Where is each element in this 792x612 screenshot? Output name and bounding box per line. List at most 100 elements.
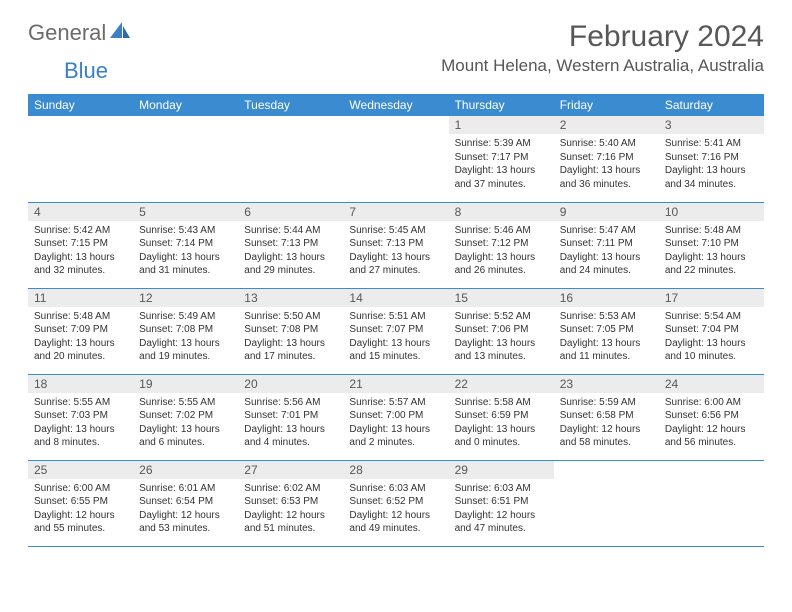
sunset-text: Sunset: 6:51 PM — [455, 495, 548, 509]
day-number: 27 — [238, 461, 343, 479]
day-number: 7 — [343, 203, 448, 221]
logo-text-general: General — [28, 20, 106, 46]
daylight-text: Daylight: 13 hours and 27 minutes. — [349, 251, 442, 278]
sunrise-text: Sunrise: 6:03 AM — [455, 482, 548, 496]
calendar-day-cell: 24Sunrise: 6:00 AMSunset: 6:56 PMDayligh… — [659, 374, 764, 460]
sunrise-text: Sunrise: 5:44 AM — [244, 224, 337, 238]
daylight-text: Daylight: 13 hours and 36 minutes. — [560, 164, 653, 191]
day-info: Sunrise: 6:00 AMSunset: 6:56 PMDaylight:… — [659, 393, 764, 454]
day-number: 20 — [238, 375, 343, 393]
logo-text-blue: Blue — [64, 58, 108, 83]
calendar-day-cell: 26Sunrise: 6:01 AMSunset: 6:54 PMDayligh… — [133, 460, 238, 546]
sunset-text: Sunset: 6:54 PM — [139, 495, 232, 509]
sunset-text: Sunset: 7:00 PM — [349, 409, 442, 423]
weekday-header: Friday — [554, 94, 659, 116]
sunrise-text: Sunrise: 6:03 AM — [349, 482, 442, 496]
weekday-header: Sunday — [28, 94, 133, 116]
sunset-text: Sunset: 7:10 PM — [665, 237, 758, 251]
sunset-text: Sunset: 7:13 PM — [244, 237, 337, 251]
sunrise-text: Sunrise: 5:58 AM — [455, 396, 548, 410]
daylight-text: Daylight: 13 hours and 31 minutes. — [139, 251, 232, 278]
sunrise-text: Sunrise: 5:42 AM — [34, 224, 127, 238]
title-block: February 2024 Mount Helena, Western Aust… — [441, 20, 764, 76]
calendar-day-cell: 13Sunrise: 5:50 AMSunset: 7:08 PMDayligh… — [238, 288, 343, 374]
weekday-header: Thursday — [449, 94, 554, 116]
sunset-text: Sunset: 7:08 PM — [244, 323, 337, 337]
sunrise-text: Sunrise: 5:56 AM — [244, 396, 337, 410]
calendar-day-cell: 27Sunrise: 6:02 AMSunset: 6:53 PMDayligh… — [238, 460, 343, 546]
day-number: 8 — [449, 203, 554, 221]
day-info: Sunrise: 5:48 AMSunset: 7:10 PMDaylight:… — [659, 221, 764, 282]
calendar-day-cell: 18Sunrise: 5:55 AMSunset: 7:03 PMDayligh… — [28, 374, 133, 460]
sunrise-text: Sunrise: 5:51 AM — [349, 310, 442, 324]
day-number: 17 — [659, 289, 764, 307]
calendar-day-cell: 8Sunrise: 5:46 AMSunset: 7:12 PMDaylight… — [449, 202, 554, 288]
day-number: 21 — [343, 375, 448, 393]
day-info: Sunrise: 5:55 AMSunset: 7:02 PMDaylight:… — [133, 393, 238, 454]
day-number: 22 — [449, 375, 554, 393]
calendar-day-cell: 17Sunrise: 5:54 AMSunset: 7:04 PMDayligh… — [659, 288, 764, 374]
sunrise-text: Sunrise: 5:49 AM — [139, 310, 232, 324]
day-number: 10 — [659, 203, 764, 221]
sunrise-text: Sunrise: 6:00 AM — [34, 482, 127, 496]
sunset-text: Sunset: 7:13 PM — [349, 237, 442, 251]
daylight-text: Daylight: 13 hours and 2 minutes. — [349, 423, 442, 450]
day-info: Sunrise: 5:57 AMSunset: 7:00 PMDaylight:… — [343, 393, 448, 454]
daylight-text: Daylight: 12 hours and 56 minutes. — [665, 423, 758, 450]
day-info: Sunrise: 5:41 AMSunset: 7:16 PMDaylight:… — [659, 134, 764, 195]
calendar-day-cell: 6Sunrise: 5:44 AMSunset: 7:13 PMDaylight… — [238, 202, 343, 288]
daylight-text: Daylight: 13 hours and 15 minutes. — [349, 337, 442, 364]
weekday-header: Saturday — [659, 94, 764, 116]
sunset-text: Sunset: 7:17 PM — [455, 151, 548, 165]
sunset-text: Sunset: 6:56 PM — [665, 409, 758, 423]
day-info: Sunrise: 5:46 AMSunset: 7:12 PMDaylight:… — [449, 221, 554, 282]
sunset-text: Sunset: 6:59 PM — [455, 409, 548, 423]
day-info: Sunrise: 5:44 AMSunset: 7:13 PMDaylight:… — [238, 221, 343, 282]
daylight-text: Daylight: 13 hours and 13 minutes. — [455, 337, 548, 364]
calendar-day-cell: 7Sunrise: 5:45 AMSunset: 7:13 PMDaylight… — [343, 202, 448, 288]
calendar-day-cell: 19Sunrise: 5:55 AMSunset: 7:02 PMDayligh… — [133, 374, 238, 460]
day-number — [28, 116, 133, 134]
sunrise-text: Sunrise: 5:40 AM — [560, 137, 653, 151]
day-number: 24 — [659, 375, 764, 393]
day-number: 2 — [554, 116, 659, 134]
sunrise-text: Sunrise: 5:50 AM — [244, 310, 337, 324]
calendar-day-cell: 14Sunrise: 5:51 AMSunset: 7:07 PMDayligh… — [343, 288, 448, 374]
calendar-day-cell: 29Sunrise: 6:03 AMSunset: 6:51 PMDayligh… — [449, 460, 554, 546]
sunset-text: Sunset: 7:07 PM — [349, 323, 442, 337]
sunset-text: Sunset: 7:15 PM — [34, 237, 127, 251]
day-number: 19 — [133, 375, 238, 393]
calendar-day-cell: 20Sunrise: 5:56 AMSunset: 7:01 PMDayligh… — [238, 374, 343, 460]
page-title: February 2024 — [441, 20, 764, 54]
day-info: Sunrise: 5:45 AMSunset: 7:13 PMDaylight:… — [343, 221, 448, 282]
sunrise-text: Sunrise: 5:57 AM — [349, 396, 442, 410]
day-info: Sunrise: 5:51 AMSunset: 7:07 PMDaylight:… — [343, 307, 448, 368]
sunrise-text: Sunrise: 5:52 AM — [455, 310, 548, 324]
sunset-text: Sunset: 7:09 PM — [34, 323, 127, 337]
day-info: Sunrise: 5:48 AMSunset: 7:09 PMDaylight:… — [28, 307, 133, 368]
calendar-day-cell — [238, 116, 343, 202]
day-number: 14 — [343, 289, 448, 307]
day-info: Sunrise: 6:03 AMSunset: 6:51 PMDaylight:… — [449, 479, 554, 540]
day-info: Sunrise: 6:03 AMSunset: 6:52 PMDaylight:… — [343, 479, 448, 540]
daylight-text: Daylight: 13 hours and 22 minutes. — [665, 251, 758, 278]
day-info: Sunrise: 5:55 AMSunset: 7:03 PMDaylight:… — [28, 393, 133, 454]
day-info: Sunrise: 6:02 AMSunset: 6:53 PMDaylight:… — [238, 479, 343, 540]
calendar-table: Sunday Monday Tuesday Wednesday Thursday… — [28, 94, 764, 547]
sunset-text: Sunset: 6:55 PM — [34, 495, 127, 509]
calendar-day-cell: 1Sunrise: 5:39 AMSunset: 7:17 PMDaylight… — [449, 116, 554, 202]
sunset-text: Sunset: 6:58 PM — [560, 409, 653, 423]
daylight-text: Daylight: 13 hours and 17 minutes. — [244, 337, 337, 364]
sunrise-text: Sunrise: 5:59 AM — [560, 396, 653, 410]
weekday-header: Wednesday — [343, 94, 448, 116]
sunset-text: Sunset: 7:06 PM — [455, 323, 548, 337]
daylight-text: Daylight: 13 hours and 20 minutes. — [34, 337, 127, 364]
day-number: 5 — [133, 203, 238, 221]
sunrise-text: Sunrise: 5:55 AM — [34, 396, 127, 410]
day-number — [133, 116, 238, 134]
daylight-text: Daylight: 13 hours and 11 minutes. — [560, 337, 653, 364]
calendar-day-cell: 22Sunrise: 5:58 AMSunset: 6:59 PMDayligh… — [449, 374, 554, 460]
calendar-day-cell: 3Sunrise: 5:41 AMSunset: 7:16 PMDaylight… — [659, 116, 764, 202]
calendar-day-cell: 16Sunrise: 5:53 AMSunset: 7:05 PMDayligh… — [554, 288, 659, 374]
calendar-day-cell: 11Sunrise: 5:48 AMSunset: 7:09 PMDayligh… — [28, 288, 133, 374]
